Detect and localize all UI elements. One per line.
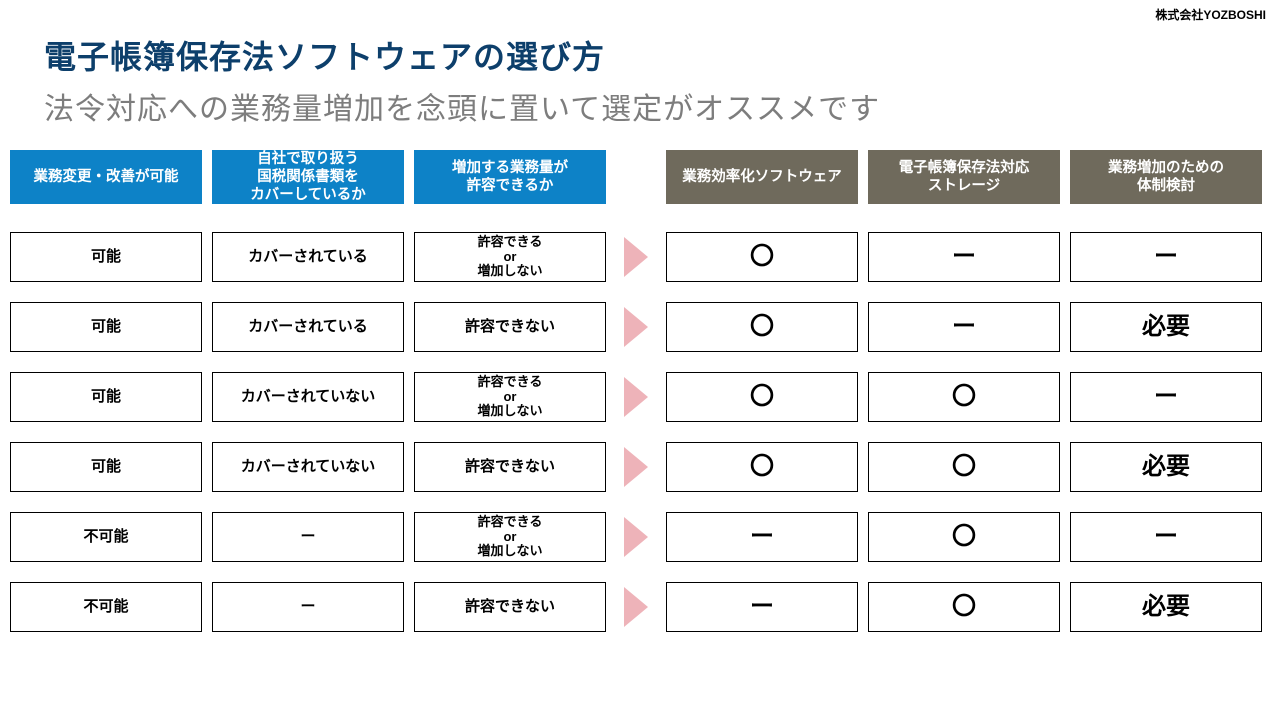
result-cell: ー bbox=[1070, 512, 1262, 562]
condition-cell: カバーされている bbox=[212, 232, 404, 282]
left-header-2: 増加する業務量が 許容できるか bbox=[414, 150, 606, 204]
matrix-row: 可能カバーされていない許容できない〇〇必要 bbox=[10, 442, 1270, 492]
result-cell: ー bbox=[1070, 232, 1262, 282]
matrix-row: 可能カバーされている許容できない 〇ー必要 bbox=[10, 302, 1270, 352]
result-cell: 必要 bbox=[1070, 442, 1262, 492]
result-cell: 〇 bbox=[868, 512, 1060, 562]
right-header-0: 業務効率化ソフトウェア bbox=[666, 150, 858, 204]
result-cell: 必要 bbox=[1070, 582, 1262, 632]
condition-cell: カバーされていない bbox=[212, 372, 404, 422]
arrow-right-icon bbox=[624, 377, 648, 417]
result-cell: ー bbox=[666, 512, 858, 562]
page-subtitle: 法令対応への業務量増加を念頭に置いて選定がオススメです bbox=[44, 84, 1266, 128]
condition-cell: 許容できない bbox=[414, 302, 606, 352]
result-cell: 必要 bbox=[1070, 302, 1262, 352]
left-header-1: 自社で取り扱う 国税関係書類を カバーしているか bbox=[212, 150, 404, 204]
page-title: 電子帳簿保存法ソフトウェアの選び方 bbox=[44, 32, 1266, 78]
result-cell: ー bbox=[1070, 372, 1262, 422]
condition-cell: 許容できる or 増加しない bbox=[414, 512, 606, 562]
company-name: 株式会社YOZBOSHI bbox=[1155, 6, 1266, 23]
result-cell: ー bbox=[868, 232, 1060, 282]
arrow-right-icon bbox=[624, 237, 648, 277]
decision-matrix: 業務変更・改善が可能自社で取り扱う 国税関係書類を カバーしているか増加する業務… bbox=[10, 150, 1270, 632]
condition-cell: ー bbox=[212, 512, 404, 562]
arrow-right-icon bbox=[624, 517, 648, 557]
matrix-row: 不可能ー許容できる or 増加しないー〇ー bbox=[10, 512, 1270, 562]
right-header-2: 業務増加のための 体制検討 bbox=[1070, 150, 1262, 204]
condition-cell: 可能 bbox=[10, 302, 202, 352]
result-cell: 〇 bbox=[666, 302, 858, 352]
right-header-1: 電子帳簿保存法対応 ストレージ bbox=[868, 150, 1060, 204]
condition-cell: カバーされていない bbox=[212, 442, 404, 492]
condition-cell: 許容できる or 増加しない bbox=[414, 232, 606, 282]
arrow-right-icon bbox=[624, 307, 648, 347]
condition-cell: 許容できる or 増加しない bbox=[414, 372, 606, 422]
result-cell: ー bbox=[666, 582, 858, 632]
condition-cell: カバーされている bbox=[212, 302, 404, 352]
result-cell: 〇 bbox=[666, 232, 858, 282]
matrix-row: 不可能ー許容できないー〇必要 bbox=[10, 582, 1270, 632]
arrow-right-icon bbox=[624, 587, 648, 627]
result-cell: 〇 bbox=[868, 442, 1060, 492]
condition-cell: 許容できない bbox=[414, 582, 606, 632]
arrow-right-icon bbox=[624, 447, 648, 487]
result-cell: 〇 bbox=[868, 372, 1060, 422]
left-header-0: 業務変更・改善が可能 bbox=[10, 150, 202, 204]
result-cell: 〇 bbox=[666, 372, 858, 422]
condition-cell: 不可能 bbox=[10, 512, 202, 562]
condition-cell: 可能 bbox=[10, 232, 202, 282]
matrix-row: 可能カバーされていない許容できる or 増加しない〇〇ー bbox=[10, 372, 1270, 422]
condition-cell: 可能 bbox=[10, 442, 202, 492]
result-cell: ー bbox=[868, 302, 1060, 352]
condition-cell: 可能 bbox=[10, 372, 202, 422]
matrix-row: 可能カバーされている許容できる or 増加しない〇ーー bbox=[10, 232, 1270, 282]
result-cell: 〇 bbox=[666, 442, 858, 492]
condition-cell: 不可能 bbox=[10, 582, 202, 632]
condition-cell: ー bbox=[212, 582, 404, 632]
condition-cell: 許容できない bbox=[414, 442, 606, 492]
result-cell: 〇 bbox=[868, 582, 1060, 632]
